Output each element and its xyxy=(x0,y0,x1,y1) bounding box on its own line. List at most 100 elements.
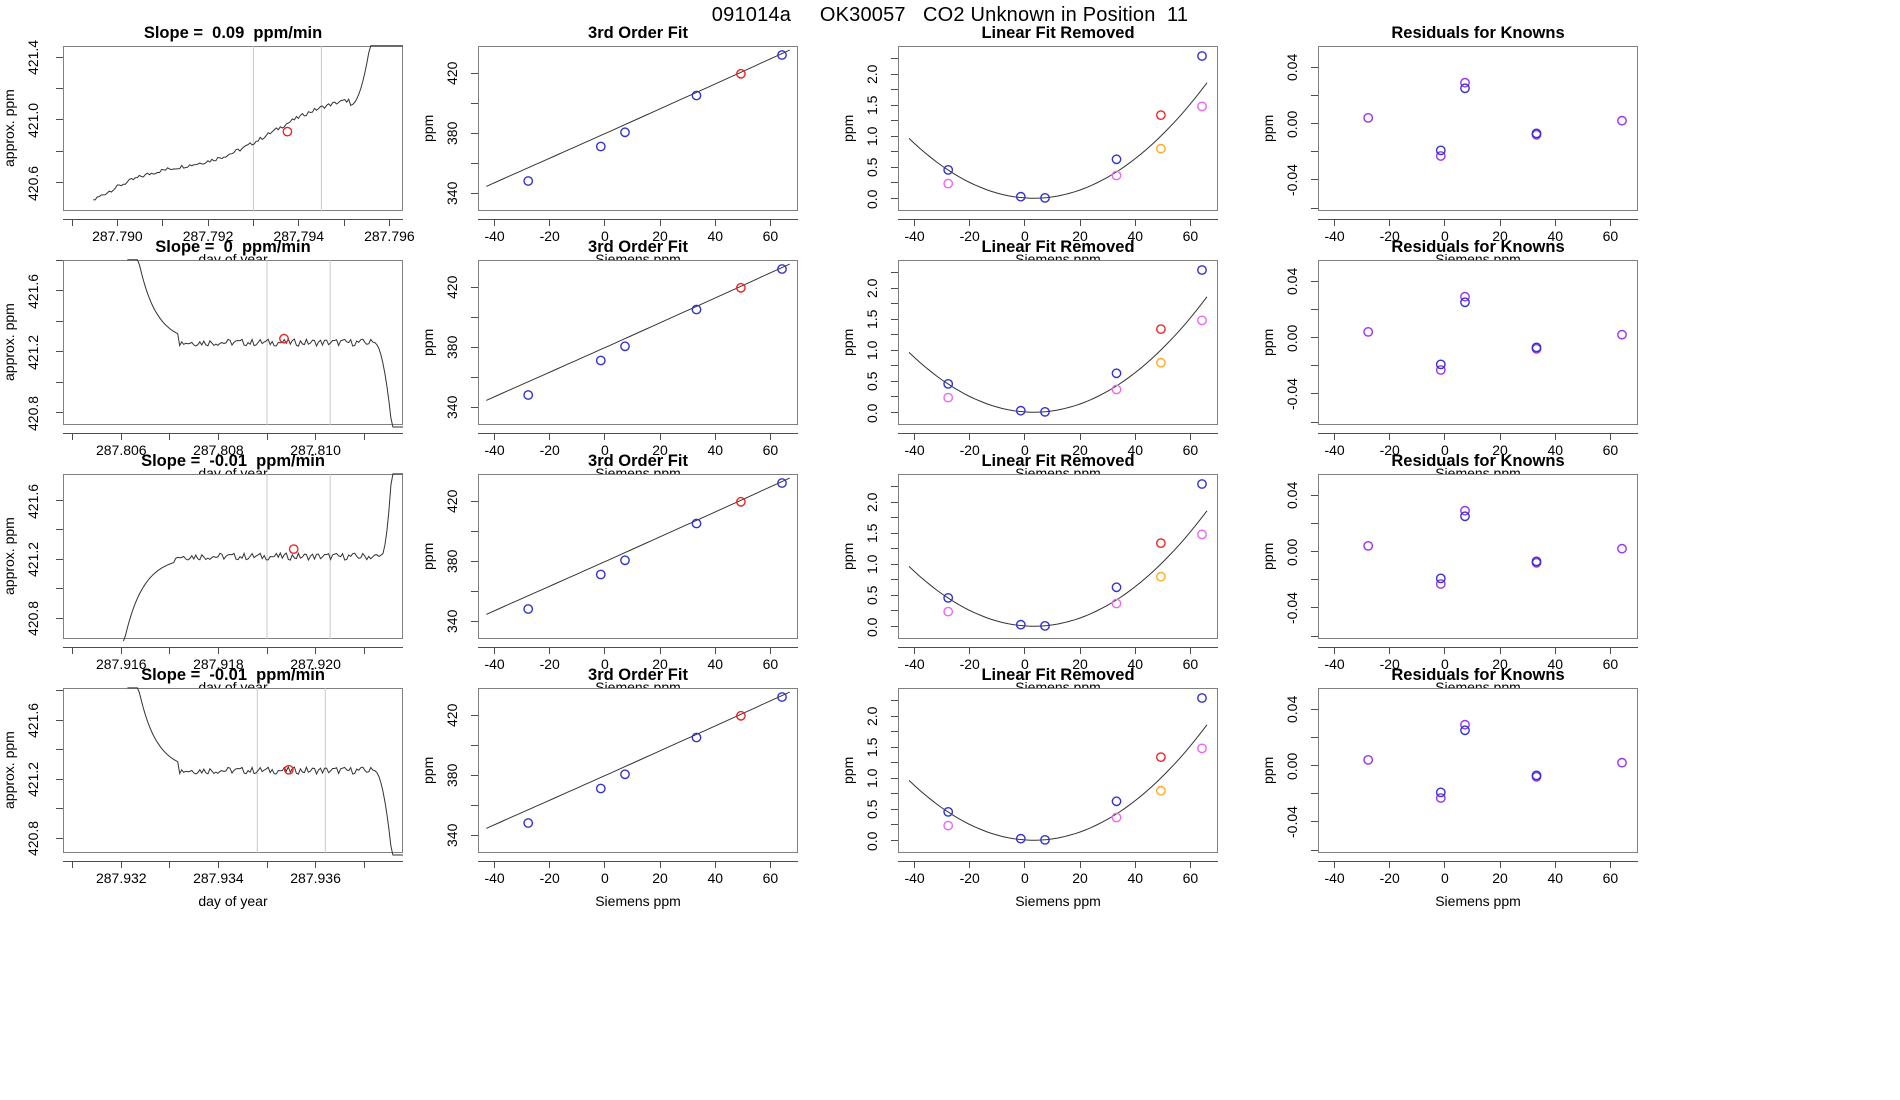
plot-area xyxy=(63,474,403,639)
x-axis-line xyxy=(898,647,1218,648)
x-tick-label: 20 xyxy=(652,442,668,458)
data-point xyxy=(1460,291,1470,302)
plot-data-layer xyxy=(908,693,1208,845)
data-point xyxy=(1155,752,1166,763)
y-axis-label: ppm xyxy=(420,756,436,785)
x-tickmark xyxy=(1189,433,1191,440)
x-tick-label: 0 xyxy=(1020,228,1029,244)
panel-title: 3rd Order Fit xyxy=(588,452,688,470)
y-tick-label: -0.04 xyxy=(1284,592,1300,624)
x-tick-label: 60 xyxy=(1602,228,1619,244)
panel-timeseries-row3: Slope = -0.01 ppm/min 420.8 421.2 421.6 287.… xyxy=(1,452,403,695)
x-tick-label: -20 xyxy=(959,228,980,244)
x-tick-label: 60 xyxy=(1602,656,1619,672)
x-tickmark xyxy=(969,861,971,868)
y-minor-tickmark xyxy=(471,162,478,164)
x-tickmark xyxy=(120,647,122,654)
y-minor-tickmark xyxy=(1311,207,1318,209)
panel-timeseries-row1: Slope = 0.09 ppm/min 420.6 421.0 421.4 287.7… xyxy=(1,24,415,267)
x-tick-label: 287.916 xyxy=(95,656,147,672)
y-axis-label: ppm xyxy=(1260,114,1276,143)
x-tick-label: -20 xyxy=(1379,656,1400,672)
x-tickmark xyxy=(252,219,254,226)
y-tickmark xyxy=(891,777,898,779)
fit-curve xyxy=(908,724,1208,841)
x-tickmark xyxy=(266,861,268,868)
y-tickmark xyxy=(891,318,898,320)
panel-residuals-row2: Residuals for Knowns -0.04 0.00 0.04 -40 -20 0… xyxy=(1260,238,1638,481)
panel-title: 3rd Order Fit xyxy=(588,666,688,684)
data-point xyxy=(1531,556,1542,567)
data-point xyxy=(1155,785,1166,796)
x-tick-label: -20 xyxy=(539,442,560,458)
x-tickmark xyxy=(1609,219,1611,226)
x-tick-label: 20 xyxy=(652,870,668,886)
y-tickmark xyxy=(56,119,63,121)
x-axis-line xyxy=(478,433,798,434)
x-tickmark xyxy=(1499,433,1501,440)
data-point xyxy=(1435,145,1446,156)
y-axis-label: ppm xyxy=(420,114,436,143)
x-tick-label: 40 xyxy=(1547,656,1564,672)
x-tickmark xyxy=(169,433,171,440)
y-tick-label: 380 xyxy=(444,121,460,145)
x-tickmark xyxy=(659,433,661,440)
x-tickmark xyxy=(217,647,219,654)
y-minor-tickmark xyxy=(1311,151,1318,153)
y-tickmark xyxy=(891,412,898,414)
x-tickmark xyxy=(1079,861,1081,868)
x-tick-label: 20 xyxy=(652,228,668,244)
x-tick-label: -40 xyxy=(904,228,925,244)
data-point xyxy=(1197,479,1207,489)
x-tickmark xyxy=(659,219,661,226)
y-tick-label: 420.8 xyxy=(25,395,41,431)
data-point xyxy=(943,820,954,831)
x-tick-label: 20 xyxy=(1072,228,1088,244)
ppm-trace xyxy=(127,259,403,428)
x-tick-label: 287.792 xyxy=(182,228,234,244)
plot-data-layer xyxy=(122,473,403,642)
x-tick-label: 287.790 xyxy=(92,228,143,244)
y-tickmark xyxy=(891,287,898,289)
x-tick-label: -20 xyxy=(539,870,560,886)
x-tick-label: 40 xyxy=(1127,228,1144,244)
data-point xyxy=(1460,83,1470,94)
y-tickmark xyxy=(56,290,63,292)
x-tickmark xyxy=(549,433,551,440)
panel-linremoved-row4: Linear Fit Removed 0.0 0.5 1.0 1.5 2.0 -40 -20 0… xyxy=(840,666,1218,909)
y-minor-tickmark xyxy=(471,316,478,318)
x-tickmark xyxy=(1189,647,1191,654)
x-tickmark xyxy=(1554,219,1556,226)
y-minor-tickmark xyxy=(471,102,478,104)
x-tickmark xyxy=(1554,647,1556,654)
x-tick-label: 60 xyxy=(1602,870,1619,886)
y-tick-label: 420 xyxy=(444,275,460,299)
x-tickmark xyxy=(494,861,496,868)
y-tickmark xyxy=(471,346,478,348)
x-tickmark xyxy=(1389,219,1391,226)
y-axis-label: approx. ppm xyxy=(1,89,17,168)
y-tickmark xyxy=(891,73,898,75)
x-tickmark xyxy=(388,219,390,226)
y-tickmark xyxy=(471,774,478,776)
data-point xyxy=(620,769,630,780)
y-axis-label: ppm xyxy=(420,542,436,571)
data-point xyxy=(1460,719,1470,730)
plot-data-layer xyxy=(908,51,1208,203)
y-minor-tickmark xyxy=(1311,308,1318,310)
y-tick-label: 2.0 xyxy=(864,492,880,512)
x-tick-label: 287.920 xyxy=(290,656,341,672)
x-tickmark xyxy=(1389,861,1391,868)
y-tick-label: 420 xyxy=(444,61,460,85)
x-tick-label: 0 xyxy=(1020,442,1029,458)
y-minor-tickmark xyxy=(56,150,63,152)
x-tick-label: 40 xyxy=(1127,442,1144,458)
data-point xyxy=(1155,571,1166,582)
data-point xyxy=(1617,757,1627,768)
data-point xyxy=(1531,128,1542,139)
plot-area xyxy=(898,46,1218,211)
y-axis-label: approx. ppm xyxy=(1,517,17,596)
x-tick-label: -20 xyxy=(959,656,980,672)
y-tick-label: 421.4 xyxy=(25,39,41,75)
x-tick-label: -40 xyxy=(1324,656,1345,672)
